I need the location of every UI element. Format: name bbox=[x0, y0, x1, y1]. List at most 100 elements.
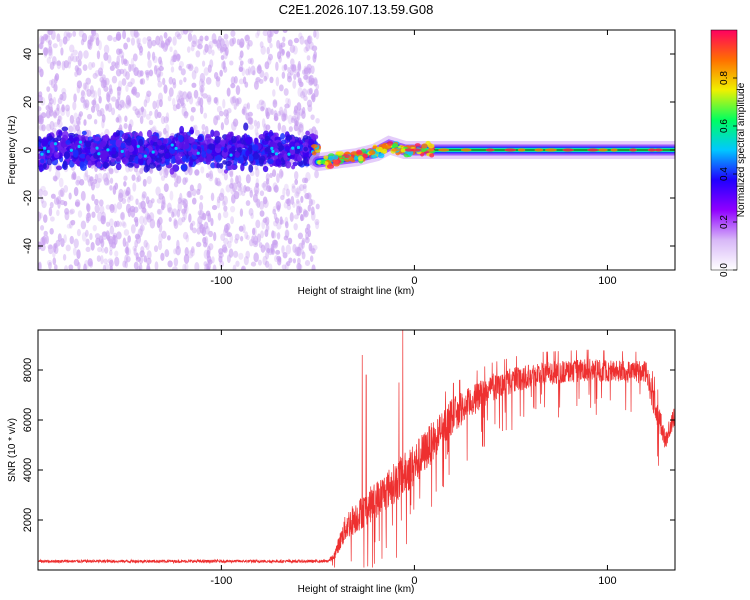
spectrogram-noise-blob bbox=[259, 41, 264, 49]
spectrogram-noise-blob bbox=[223, 109, 229, 117]
spectrogram-noise-blob bbox=[115, 31, 122, 41]
spectrogram-noise-blob bbox=[175, 103, 181, 110]
spectrogram-noise-blob bbox=[52, 96, 57, 106]
spectrogram-noise-blob bbox=[192, 34, 197, 45]
spectrogram-noise-blob bbox=[301, 239, 305, 249]
spectrogram-core-blob bbox=[269, 141, 276, 148]
spectrogram-noise-blob bbox=[130, 37, 136, 46]
spectrogram-noise-blob bbox=[253, 80, 259, 90]
spectrogram-noise-blob bbox=[66, 223, 72, 229]
spectrogram-noise-blob bbox=[235, 175, 239, 185]
spectrogram-noise-blob bbox=[208, 173, 214, 182]
spectrogram-noise-blob bbox=[157, 73, 161, 83]
spectrogram-noise-blob bbox=[315, 83, 320, 90]
spectrogram-noise-blob bbox=[315, 221, 320, 230]
spectrogram-noise-blob bbox=[257, 64, 262, 72]
spectrogram-noise-blob bbox=[229, 60, 234, 66]
spectrogram-noise-blob bbox=[85, 246, 91, 253]
spectrogram-noise-blob bbox=[225, 222, 231, 231]
spectrogram-noise-blob bbox=[269, 42, 273, 49]
spectrogram-noise-blob bbox=[247, 116, 253, 125]
spectrogram-noise-blob bbox=[238, 55, 242, 61]
spectrogram-noise-blob bbox=[245, 250, 250, 259]
spectrogram-noise-blob bbox=[72, 55, 78, 63]
spectrogram-noise-blob bbox=[94, 204, 100, 214]
spectrogram-noise-blob bbox=[221, 200, 226, 207]
spectrogram-noise-blob bbox=[263, 199, 269, 209]
spectrogram-core-speck bbox=[78, 140, 82, 144]
spectrogram-noise-blob bbox=[83, 50, 89, 59]
spectrogram-core-blob bbox=[46, 157, 53, 166]
spectrogram-noise-blob bbox=[69, 44, 75, 53]
spectrogram-noise-blob bbox=[157, 216, 163, 225]
spectrogram-noise-blob bbox=[97, 87, 102, 98]
spectrogram-noise-blob bbox=[68, 192, 72, 200]
spectrogram-noise-blob bbox=[125, 84, 129, 93]
spectrogram-noise-blob bbox=[52, 243, 57, 253]
spectrogram-noise-blob bbox=[293, 109, 298, 116]
spectrogram-core-speck bbox=[196, 151, 200, 155]
spectrogram-noise-blob bbox=[83, 119, 87, 126]
spectrogram-noise-blob bbox=[49, 201, 54, 209]
spectrogram-noise-blob bbox=[53, 110, 57, 118]
spectrogram-noise-blob bbox=[69, 208, 75, 215]
spectrogram-noise-blob bbox=[248, 208, 254, 216]
spectrogram-noise-blob bbox=[38, 211, 42, 222]
spectrogram-core-blob bbox=[81, 148, 88, 153]
spectrogram-noise-blob bbox=[239, 235, 244, 242]
spectrogram-noise-blob bbox=[279, 106, 284, 116]
spectrogram-core-blob bbox=[115, 163, 122, 171]
spectrogram-noise-blob bbox=[207, 96, 212, 105]
signal-hot-blob bbox=[323, 155, 329, 160]
spectrogram-noise-blob bbox=[301, 88, 308, 97]
spectrogram-noise-blob bbox=[132, 53, 138, 62]
spectrogram-noise-blob bbox=[135, 234, 142, 244]
spectrogram-noise-blob bbox=[222, 210, 229, 219]
spectrogram-noise-blob bbox=[225, 230, 231, 238]
spectrogram-noise-blob bbox=[261, 182, 266, 188]
spectrogram-noise-blob bbox=[117, 114, 122, 123]
spectrogram-noise-blob bbox=[259, 190, 265, 197]
spectrogram-noise-blob bbox=[255, 32, 260, 39]
spectrogram-noise-blob bbox=[221, 244, 228, 253]
spectrogram-noise-blob bbox=[105, 103, 109, 111]
signal-hot-blob bbox=[333, 159, 341, 165]
spectrogram-noise-blob bbox=[190, 44, 195, 52]
spectrogram-noise-blob bbox=[139, 70, 144, 77]
spectrogram-noise-blob bbox=[186, 191, 192, 198]
spectrogram-noise-blob bbox=[56, 209, 60, 217]
spectrogram-noise-blob bbox=[255, 167, 260, 178]
spectrogram-noise-blob bbox=[189, 222, 194, 231]
spectrogram-core-blob bbox=[205, 158, 211, 165]
spectrogram-noise-blob bbox=[163, 31, 168, 39]
spectrogram-noise-blob bbox=[146, 250, 152, 260]
spectrogram-core-blob bbox=[245, 149, 250, 157]
spectrogram-noise-blob bbox=[139, 78, 144, 85]
spectrogram-noise-blob bbox=[284, 262, 289, 270]
spectrogram-noise-blob bbox=[191, 227, 197, 234]
spectrogram-noise-blob bbox=[84, 99, 90, 109]
spectrogram-noise-blob bbox=[146, 266, 151, 270]
spectrogram-core-speck bbox=[40, 152, 44, 156]
spectrogram-noise-blob bbox=[238, 66, 244, 72]
spectrogram-noise-blob bbox=[303, 74, 309, 80]
spectrogram-noise-blob bbox=[146, 213, 151, 220]
spectrogram-noise-blob bbox=[168, 76, 174, 85]
spectrogram-noise-blob bbox=[210, 217, 214, 227]
signal-hot-blob bbox=[386, 141, 394, 146]
spectrogram-noise-blob bbox=[233, 191, 240, 200]
spectrogram-noise-blob bbox=[122, 189, 128, 199]
spectrogram-noise-blob bbox=[223, 205, 228, 212]
spectrogram-noise-blob bbox=[286, 198, 291, 207]
spectrogram-noise-blob bbox=[143, 239, 148, 248]
spectrogram-noise-blob bbox=[109, 249, 113, 256]
spectrogram-noise-blob bbox=[201, 60, 206, 67]
spectrogram-noise-blob bbox=[50, 193, 56, 199]
spectrogram-noise-blob bbox=[216, 196, 221, 204]
spectrogram-noise-blob bbox=[59, 106, 66, 117]
spectrogram-noise-blob bbox=[311, 93, 316, 103]
spectrogram-noise-blob bbox=[307, 204, 311, 212]
spectrogram-noise-blob bbox=[264, 61, 270, 70]
spectrogram-noise-blob bbox=[130, 77, 135, 85]
spectrogram-y-tick-label: 0 bbox=[22, 147, 34, 153]
